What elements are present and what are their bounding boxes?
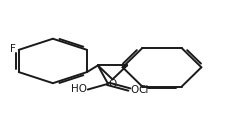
Text: HO: HO	[71, 84, 87, 94]
Text: O: O	[130, 85, 138, 94]
Text: F: F	[10, 44, 16, 54]
Text: Cl: Cl	[138, 85, 149, 95]
Text: O: O	[108, 79, 117, 89]
